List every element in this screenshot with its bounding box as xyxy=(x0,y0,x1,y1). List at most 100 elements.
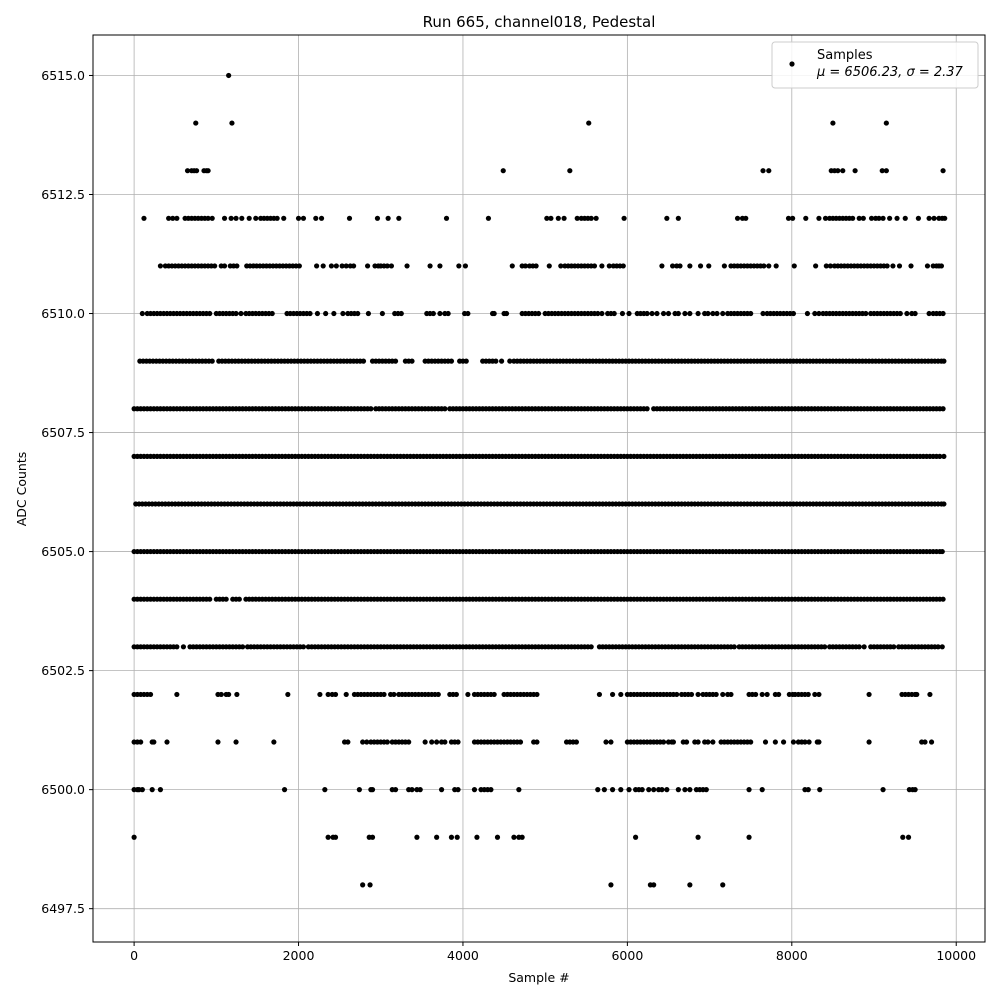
data-point xyxy=(884,263,890,269)
data-point xyxy=(766,263,772,269)
data-point xyxy=(503,310,510,317)
data-point xyxy=(695,310,701,317)
data-point xyxy=(207,596,213,602)
legend-box xyxy=(771,41,979,89)
data-point xyxy=(928,739,935,745)
data-point xyxy=(226,691,232,698)
data-point xyxy=(728,691,734,698)
data-point xyxy=(239,215,245,221)
data-point xyxy=(236,596,242,602)
x-axis-title: Sample # xyxy=(508,970,569,985)
data-point xyxy=(608,882,614,888)
data-point xyxy=(233,310,239,317)
data-point xyxy=(710,739,716,745)
data-point xyxy=(398,310,404,317)
data-point xyxy=(695,739,701,745)
data-point xyxy=(812,691,818,698)
data-point xyxy=(822,644,828,650)
data-point xyxy=(281,215,287,221)
data-point xyxy=(455,739,461,745)
data-point xyxy=(905,834,912,840)
data-point xyxy=(391,691,397,698)
data-point xyxy=(184,168,191,174)
data-point xyxy=(720,691,726,698)
data-point xyxy=(281,787,288,793)
data-point xyxy=(573,739,580,745)
data-point xyxy=(325,691,331,698)
data-point xyxy=(830,120,836,126)
y-tick-label: 6497.5 xyxy=(41,901,85,916)
data-point xyxy=(586,120,592,126)
data-point xyxy=(766,168,772,174)
x-tick-label: 4000 xyxy=(447,948,479,963)
data-point xyxy=(228,215,234,221)
data-point xyxy=(780,739,787,745)
data-point xyxy=(914,691,920,698)
data-point xyxy=(660,310,667,317)
data-point xyxy=(138,739,144,745)
data-point xyxy=(674,691,680,698)
data-point xyxy=(474,834,480,840)
data-point xyxy=(879,168,885,174)
data-point xyxy=(360,882,366,888)
data-point xyxy=(596,691,603,698)
data-point xyxy=(318,215,325,221)
data-point xyxy=(234,263,240,269)
data-point xyxy=(835,168,841,174)
data-point xyxy=(940,596,946,602)
data-point xyxy=(558,263,564,269)
data-point xyxy=(803,215,809,221)
data-point xyxy=(608,739,614,745)
data-point xyxy=(392,358,399,364)
data-point xyxy=(388,263,395,269)
data-point xyxy=(396,215,402,221)
data-point xyxy=(355,310,361,317)
data-point xyxy=(340,310,346,317)
data-point xyxy=(654,310,660,317)
data-point xyxy=(215,739,221,745)
data-point xyxy=(665,310,672,317)
x-tick-label: 6000 xyxy=(611,948,643,963)
data-point xyxy=(897,310,903,317)
data-point xyxy=(271,739,277,745)
data-point xyxy=(721,263,727,269)
data-point xyxy=(817,787,823,793)
data-point xyxy=(166,215,172,221)
data-point xyxy=(595,310,601,317)
data-point xyxy=(902,215,908,221)
data-point xyxy=(448,834,455,840)
data-point xyxy=(710,310,716,317)
y-tick-label: 6515.0 xyxy=(41,68,85,83)
data-point xyxy=(720,882,726,888)
data-point xyxy=(534,691,540,698)
data-point xyxy=(170,215,176,221)
data-point xyxy=(866,739,872,745)
data-point xyxy=(759,787,765,793)
data-point xyxy=(500,168,506,174)
data-point xyxy=(234,691,240,698)
data-point xyxy=(332,691,339,698)
data-point xyxy=(193,120,199,126)
data-point xyxy=(491,310,497,317)
data-point xyxy=(664,787,670,793)
data-point xyxy=(922,739,928,745)
data-point xyxy=(384,739,390,745)
data-point xyxy=(442,739,448,745)
data-point xyxy=(174,644,180,650)
data-point xyxy=(384,263,390,269)
legend-stats-label: μ = 6506.23, σ = 2.37 xyxy=(816,65,964,80)
data-point xyxy=(703,787,709,793)
data-point xyxy=(687,310,693,317)
data-point xyxy=(675,787,681,793)
data-point xyxy=(731,644,737,650)
data-point xyxy=(517,739,524,745)
data-point xyxy=(205,168,211,174)
data-point xyxy=(392,787,399,793)
data-point xyxy=(938,263,945,269)
data-point xyxy=(926,215,932,221)
data-point xyxy=(507,358,513,364)
data-point xyxy=(621,215,627,221)
x-tick-label: 10000 xyxy=(936,948,976,963)
x-tick-label: 2000 xyxy=(283,948,315,963)
